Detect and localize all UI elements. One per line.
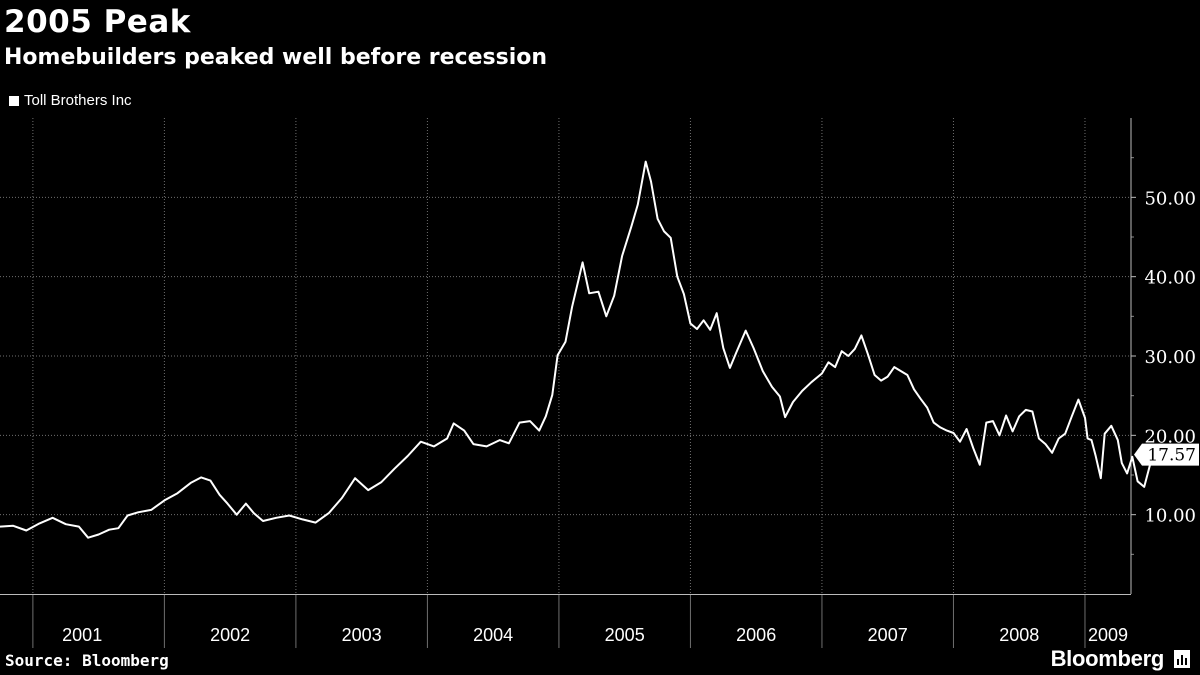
source-note: Source: Bloomberg	[5, 651, 169, 670]
series	[0, 160, 1159, 539]
x-tick-label: 2002	[210, 625, 250, 645]
x-tick-label: 2006	[736, 625, 776, 645]
y-tick-label: 50.00	[1144, 188, 1196, 209]
last-value-flag	[1134, 443, 1199, 466]
labels: 10.00 20.00 30.00 40.00 50.00 2001 2002 2003 200…	[62, 188, 1199, 645]
x-tick-label: 2003	[342, 625, 382, 645]
y-tick-label: 40.00	[1144, 268, 1196, 289]
x-tick-label: 2009	[1088, 625, 1128, 645]
axes	[0, 118, 1136, 648]
grid	[0, 118, 1131, 594]
y-tick-label: 30.00	[1144, 347, 1196, 368]
chart-title: 2005 Peak	[4, 4, 191, 40]
last-value-label: 17.57	[1147, 446, 1196, 466]
brand-mark: Bloomberg	[1051, 646, 1190, 672]
y-tick-label: 20.00	[1144, 426, 1196, 447]
legend-swatch	[9, 95, 19, 106]
x-tick-label: 2001	[62, 625, 102, 645]
x-tick-label: 2004	[473, 625, 513, 645]
legend-label: Toll Brothers Inc	[24, 92, 132, 109]
x-tick-label: 2007	[868, 625, 908, 645]
brand-name: Bloomberg	[1050, 646, 1165, 671]
x-tick-label: 2008	[999, 625, 1039, 645]
y-tick-label: 10.00	[1144, 506, 1196, 527]
legend: Toll Brothers Inc	[9, 92, 132, 109]
x-tick-label: 2005	[605, 625, 645, 645]
bloomberg-chart-icon	[1174, 650, 1190, 668]
series-line-toll-brothers	[0, 160, 1159, 539]
chart-subtitle: Homebuilders peaked well before recessio…	[4, 45, 548, 70]
